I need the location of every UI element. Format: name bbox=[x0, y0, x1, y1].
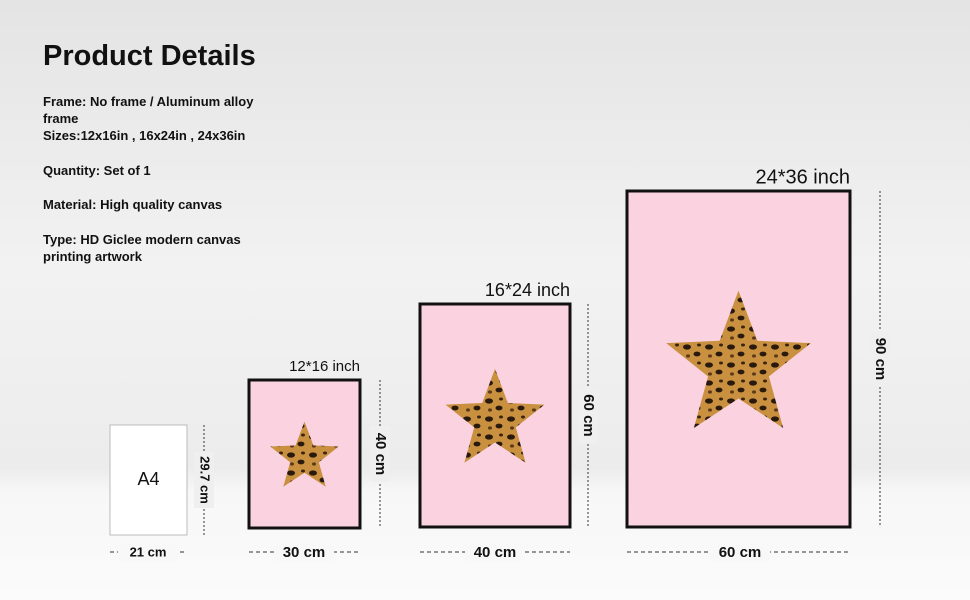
size-label: 12*16 inch bbox=[289, 358, 360, 375]
detail: Frame: No frame / Aluminum alloy frame bbox=[43, 94, 254, 126]
height-label: 40 cm bbox=[372, 433, 389, 476]
size-label: A4 bbox=[137, 469, 159, 489]
size-label: 16*24 inch bbox=[485, 280, 570, 300]
detail: Type: HD Giclee modern canvas printing a… bbox=[43, 232, 241, 264]
label-bg bbox=[710, 543, 770, 561]
label-bg bbox=[194, 452, 214, 508]
label-bg bbox=[370, 426, 390, 482]
height-label: 60 cm bbox=[580, 394, 597, 437]
detail: Sizes:12x16in , 16x24in , 24x36in bbox=[43, 128, 246, 143]
label-bg bbox=[870, 331, 890, 387]
leopard-star bbox=[270, 421, 339, 487]
width-label: 30 cm bbox=[283, 544, 326, 561]
leopard-star bbox=[666, 290, 811, 429]
detail: Material: High quality canvas bbox=[43, 197, 223, 212]
label-bg bbox=[578, 387, 598, 444]
height-label: 90 cm bbox=[872, 338, 889, 381]
label-bg bbox=[118, 543, 178, 561]
height-label: 29.7 cm bbox=[198, 456, 213, 504]
leopard-star bbox=[445, 368, 545, 463]
width-label: 40 cm bbox=[474, 544, 517, 561]
width-label: 60 cm bbox=[719, 544, 762, 561]
label-bg bbox=[274, 543, 334, 561]
width-label: 21 cm bbox=[130, 544, 167, 559]
label-bg bbox=[465, 543, 525, 561]
size-label: 24*36 inch bbox=[755, 166, 850, 188]
a4-sheet bbox=[109, 424, 188, 536]
detail: Quantity: Set of 1 bbox=[43, 163, 151, 178]
title: Product Details bbox=[43, 40, 256, 72]
